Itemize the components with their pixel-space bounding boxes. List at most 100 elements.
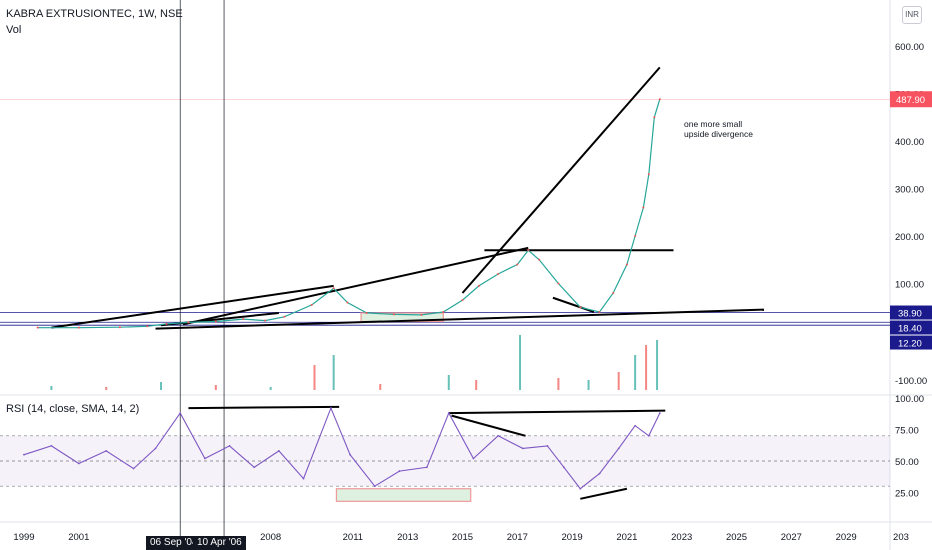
time-tick-label: 2027 [781,532,802,543]
rsi-trendline-1 [448,409,666,415]
rsi-point [497,434,500,437]
rsi-point [447,412,450,415]
symbol-title[interactable]: KABRA EXTRUSIONTEC, 1W, NSE [6,8,183,20]
price-tick-label: -100.00 [895,376,927,387]
price-line [37,99,661,329]
rsi-point [373,485,376,488]
time-tick-label: 2011 [343,532,363,543]
rsi-point [302,477,305,480]
rsi-point [546,444,549,447]
price-point [598,311,601,313]
price-point [118,326,121,329]
price-point [283,315,286,318]
price-point [264,319,267,322]
volume-bar [379,384,382,390]
rsi-point [154,447,157,450]
price-tick-label: 200.00 [895,232,924,243]
rsi-point [598,472,601,475]
time-tick-label: 2015 [452,532,473,543]
volume-bar [475,380,478,390]
volume-bar [519,335,522,390]
volume-bar [617,372,620,390]
time-tick-label: 2008 [260,532,281,543]
price-point [187,321,190,324]
level-tag-label: 18.40 [898,324,922,335]
time-tick-label: 2025 [726,532,747,543]
price-point [461,299,464,302]
price-point [442,311,445,313]
time-tick-label: 2013 [397,532,418,543]
rsi-legend[interactable]: RSI (14, close, SMA, 14, 2) [6,403,140,415]
rsi-trendline-2 [451,414,526,437]
level-tag [890,335,932,350]
time-tick-label: 2017 [507,532,528,543]
price-point [165,322,168,325]
price-trendline-6 [552,296,595,313]
rsi-point [425,466,428,469]
rsi-trendline-3 [580,487,628,500]
currency-badge[interactable]: INR [902,6,922,24]
rsi-point [50,444,53,447]
price-point [658,98,661,101]
level-tag [890,320,932,335]
price-trendline-2 [155,308,764,330]
price-tick-label: 600.00 [895,42,924,53]
price-trendline-1 [182,246,529,326]
rsi-point [23,453,25,456]
volume-bar [656,340,659,390]
level-tag [890,305,932,320]
last-price-label: 487.90 [896,95,925,106]
volume-bar [634,355,637,390]
rsi-point [228,444,231,447]
crosshair-date-label-2: 10 Apr '06 [193,536,246,550]
annotation-line-1: one more small [684,119,743,129]
volume-bar [50,386,53,390]
price-tick-label: 300.00 [895,185,924,196]
rsi-trendline-0 [188,405,340,410]
rsi-point [398,470,401,472]
price-trendline-0 [51,284,334,329]
rsi-tick-label: 100.00 [895,394,924,405]
rsi-tick-label: 50.00 [895,457,919,468]
volume-bar [587,380,590,390]
price-point [346,301,349,304]
price-point [653,116,656,119]
time-tick-label: 2021 [616,532,637,543]
price-point [647,173,650,176]
price-point [516,263,519,266]
rsi-point [521,447,524,450]
level-tag-label: 38.90 [898,309,922,320]
rsi-point [105,450,108,452]
time-tick-label: 2001 [68,532,89,543]
price-point [625,263,628,266]
rsi-point [349,453,352,456]
last-price-tag [890,91,932,108]
price-tick-label: 100.00 [895,280,924,291]
price-point [538,258,541,261]
volume-bar [557,378,560,390]
rsi-point [579,487,582,490]
time-tick-label: 1999 [13,532,34,543]
volume-legend[interactable]: Vol [6,24,22,36]
rsi-tick-label: 75.00 [895,426,919,437]
rsi-tick-label: 25.00 [895,489,919,500]
time-tick-label: 2029 [836,532,857,543]
price-point [579,306,582,309]
volume-bar [160,382,163,390]
price-point [477,284,480,287]
price-point [497,273,500,275]
price-tick-label: 400.00 [895,137,924,148]
annotation-note: one more small upside divergence [684,119,753,139]
price-point [612,292,615,294]
trendline-drawings [51,66,764,502]
price-point [557,282,560,285]
rsi-point [253,466,256,469]
volume-bar [105,387,108,390]
price-point [146,325,149,328]
rsi-point [132,467,135,470]
rsi-point [179,412,182,415]
price-point [527,249,530,252]
rsi-point [658,412,661,415]
